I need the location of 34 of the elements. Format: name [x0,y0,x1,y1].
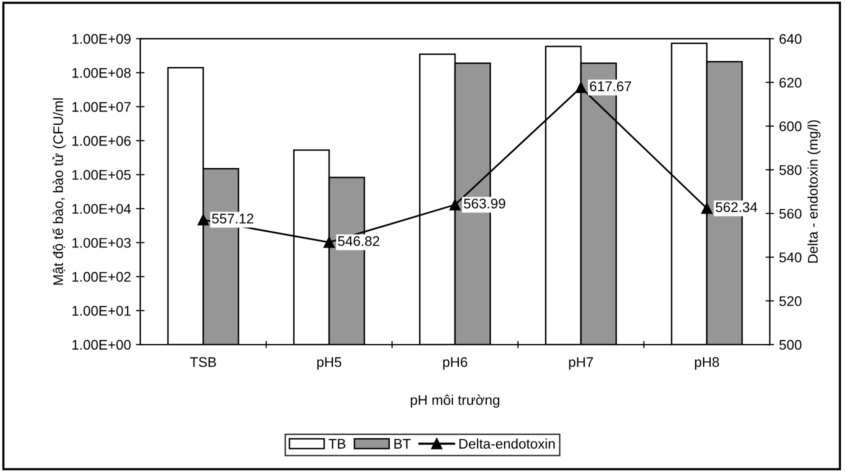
y-tick-label: 1.00E+03 [72,238,131,248]
y-tick-label: 1.00E+06 [72,136,131,146]
data-label: 562.34 [716,202,758,212]
y-tick-label: 1.00E+01 [72,306,131,316]
y2-tick-label: 600 [780,121,802,132]
legend-label: BT [394,439,411,449]
y2-tick-label: 520 [779,296,802,306]
y2-tick-label: 620 [780,78,802,88]
y-axis-title: Mật độ tế bào, bào tử (CFU/ml [52,98,66,285]
data-label: 563.99 [464,198,506,208]
x-tick-label: pH7 [569,357,593,370]
y2-tick-label: 580 [779,165,802,175]
y2-tick-label: 640 [780,34,802,44]
y-tick-label: 1.00E+04 [72,204,131,214]
x-tick-label: pH6 [443,357,468,370]
y-tick-label: 1.00E+05 [72,170,131,180]
y-tick-label: 1.00E+07 [72,102,131,112]
y2-tick-label: 560 [779,208,802,219]
y2-tick-label: 540 [779,252,802,262]
y-tick-label: 1.00E+09 [72,34,131,44]
y2-tick-label: 500 [779,340,802,350]
y-tick-label: 1.00E+00 [72,340,131,350]
legend-label: TB [328,439,346,449]
x-tick-label: pH8 [695,357,719,370]
x-axis-title: pH môi trường [410,394,500,408]
y-tick-label: 1.00E+08 [72,68,131,78]
data-label: 546.82 [338,236,380,246]
data-label: 557.12 [212,214,254,224]
x-tick-label: pH5 [317,357,342,370]
legend-label: Delta-endotoxin [459,438,555,449]
y-tick-label: 1.00E+02 [72,272,131,282]
data-label: 617.67 [590,81,632,92]
x-tick-label: TSB [190,357,216,367]
y2-axis-title: Delta - endotoxin (mg/l) [808,120,820,263]
